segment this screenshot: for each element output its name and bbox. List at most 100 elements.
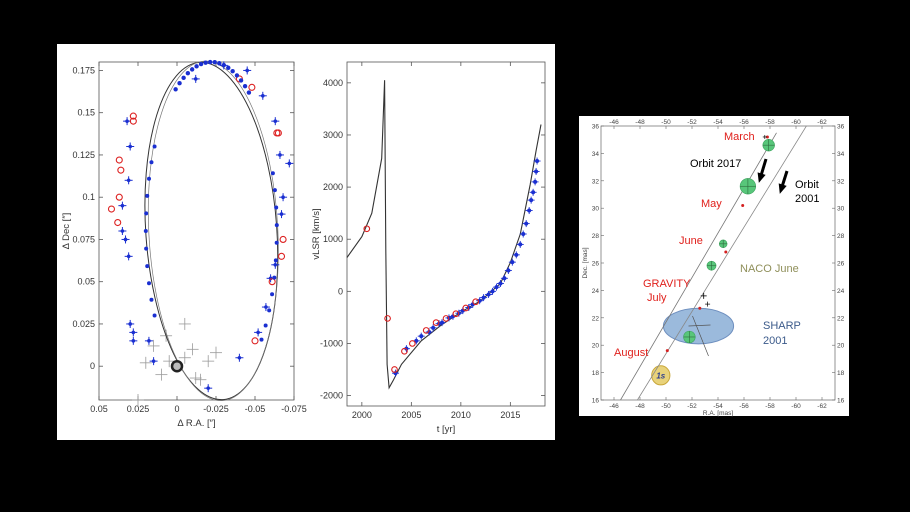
- astrometry-chart: -46 -46 -48 -48 -50 -50 -52 -52 -54 -54 -56 -56 -58 -…: [582, 119, 845, 417]
- x-tick-label: -48: [635, 403, 645, 410]
- red-circle: [107, 205, 116, 213]
- x-tick-label: -56: [739, 403, 749, 410]
- blue-arc-point-right: [274, 223, 279, 228]
- blue-arc-point-right: [272, 188, 277, 193]
- y-axis-label: Dec. [mas]: [582, 247, 589, 278]
- blue-arc-point-right: [272, 275, 277, 280]
- blue-point: [126, 254, 131, 259]
- orbit-chart: 0.05 0.025 0 -0.025 -0.05 -0.075 0 0.025 0.05 0.0…: [61, 59, 307, 429]
- x-tick-label-top: -58: [765, 119, 775, 126]
- red-circle: [277, 252, 286, 260]
- blue-arc-point: [234, 73, 240, 78]
- y-tick-label-right: 28: [837, 233, 845, 240]
- blue-point: [279, 212, 284, 216]
- blue-arc-point-right: [267, 308, 272, 313]
- blue-point: [264, 305, 268, 309]
- center-marker: [170, 359, 184, 373]
- blue-arc-point-left: [145, 193, 150, 198]
- blue-point: [534, 169, 539, 174]
- blue-arc-point: [203, 60, 208, 65]
- y-tick-label: 32: [592, 178, 600, 185]
- blue-arc-point-left: [152, 313, 157, 318]
- x-tick-label: -58: [765, 403, 775, 410]
- orbit-ellipse: [144, 61, 279, 401]
- x-axis-label: R.A. [mas]: [703, 410, 734, 417]
- y-tick-label: 1000: [323, 234, 343, 244]
- x-tick-label: 2010: [451, 410, 471, 420]
- red-circle: [115, 156, 123, 164]
- y-tick-label: 20: [592, 343, 600, 350]
- blue-point: [287, 161, 292, 166]
- blue-point: [123, 237, 128, 242]
- red-circle: [114, 219, 122, 227]
- blue-point: [278, 153, 282, 157]
- x-tick-label: 2015: [500, 410, 520, 420]
- blue-point: [419, 334, 424, 339]
- x-tick-label-top: -46: [609, 119, 619, 126]
- blue-point: [521, 232, 526, 236]
- blue-arc-point-right: [274, 240, 279, 245]
- blue-arc-point-right: [273, 258, 278, 263]
- label-march: March: [724, 131, 755, 143]
- blue-point: [128, 322, 132, 326]
- error-ellipse: [662, 307, 735, 345]
- x-tick-label: -0.075: [281, 404, 307, 414]
- blue-arc-point-right: [259, 337, 264, 342]
- y-tick-label: 0.1: [82, 192, 95, 202]
- x-tick-label-top: -60: [791, 119, 801, 126]
- model-curve: [346, 80, 542, 390]
- blue-point: [273, 119, 278, 123]
- orbit-2017-line: [620, 132, 777, 401]
- orbit-2001-line: [637, 125, 807, 401]
- label-orbit-2017: Orbit 2017: [690, 158, 741, 170]
- red-circle: [251, 337, 259, 345]
- blue-arc-point: [207, 59, 213, 65]
- blue-arc-point-left: [149, 297, 154, 302]
- y-tick-label-right: 36: [837, 124, 845, 131]
- y-tick-label: 0: [338, 286, 343, 296]
- blue-arc-point: [246, 90, 252, 95]
- error-ellipse: [651, 365, 671, 386]
- red-circle: [462, 304, 470, 312]
- sharp-line-2: [688, 324, 711, 327]
- blue-point: [529, 198, 534, 203]
- blue-arc-point: [198, 61, 204, 67]
- y-tick-label: 34: [592, 151, 600, 158]
- y-tick-label: 22: [592, 315, 600, 322]
- x-axis-label: t [yr]: [437, 424, 455, 435]
- blue-point: [151, 359, 156, 363]
- y-tick-label-right: 30: [837, 206, 845, 213]
- red-circle: [401, 347, 408, 355]
- red-point: [665, 349, 669, 353]
- label-gravity: GRAVITY: [643, 278, 691, 290]
- red-point: [724, 250, 728, 254]
- blue-point: [147, 339, 151, 343]
- x-tick-label-top: -62: [817, 119, 827, 126]
- red-circle: [115, 193, 123, 201]
- blue-point: [245, 68, 249, 73]
- red-circle: [363, 225, 371, 233]
- blue-arc-point-right: [274, 205, 279, 210]
- blue-arc-point: [181, 75, 186, 81]
- blue-point: [414, 338, 419, 343]
- blue-point: [533, 179, 538, 184]
- arrow-2017-head: [757, 172, 766, 183]
- y-tick-label-right: 24: [837, 288, 845, 295]
- y-tick-label: 0.075: [72, 234, 95, 244]
- blue-arc-point: [185, 71, 191, 76]
- red-point: [698, 306, 702, 310]
- label-may: May: [701, 198, 722, 210]
- x-tick-label: -60: [791, 403, 801, 410]
- blue-point: [237, 355, 242, 360]
- y-tick-label: 3000: [323, 130, 343, 140]
- y-tick-label: 0.15: [77, 108, 95, 118]
- blue-point: [281, 195, 285, 199]
- star-label: 1s: [656, 371, 665, 380]
- y-tick-label: 0.05: [77, 277, 95, 287]
- blue-arc-point-left: [143, 229, 148, 233]
- sharp-line: [692, 315, 709, 357]
- label-august: August: [614, 347, 648, 359]
- y-tick-label: -2000: [320, 391, 343, 401]
- x-tick-label: 0.05: [90, 404, 108, 414]
- x-tick-label-top: -48: [635, 119, 645, 126]
